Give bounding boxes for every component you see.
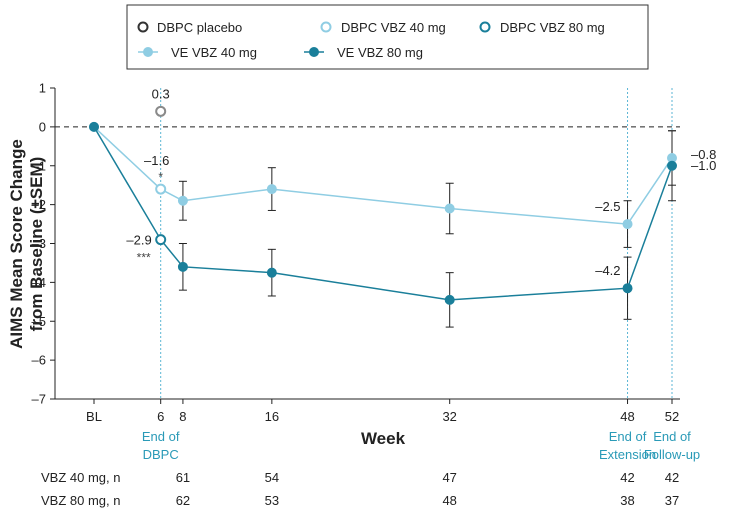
data-point [667, 160, 677, 171]
y-tick-label: –6 [32, 353, 46, 368]
y-tick-label: –4 [32, 275, 46, 290]
y-tick-label: –1 [32, 158, 46, 173]
table-row-label: VBZ 40 mg, n [41, 470, 120, 485]
data-point [622, 283, 633, 294]
phase-label: End of [653, 429, 691, 444]
y-tick-label: –2 [32, 197, 46, 212]
legend-marker-open [479, 21, 491, 33]
x-tick-label: 52 [665, 409, 679, 424]
series-line [93, 126, 673, 225]
data-point [266, 184, 277, 195]
y-tick-label: 1 [39, 81, 46, 96]
x-tick-label: 6 [157, 409, 164, 424]
data-point [89, 121, 99, 132]
y-tick-label: –5 [32, 314, 46, 329]
table-cell: 62 [176, 493, 190, 508]
legend-label: DBPC VBZ 80 mg [500, 20, 605, 35]
y-tick-label: 0 [39, 119, 46, 134]
data-label: 0.3 [152, 86, 170, 101]
legend-box [126, 4, 649, 70]
legend-label: DBPC VBZ 40 mg [341, 20, 446, 35]
legend-marker-open [137, 21, 149, 33]
x-tick-label: 8 [179, 409, 186, 424]
table-cell: 42 [665, 470, 679, 485]
phase-label: Follow-up [644, 447, 700, 462]
phase-label: End of [609, 429, 647, 444]
data-point [444, 203, 455, 214]
table-row-label: VBZ 80 mg, n [41, 493, 120, 508]
legend-label: VE VBZ 40 mg [171, 45, 257, 60]
x-tick-label: 32 [442, 409, 456, 424]
significance-marker: * [158, 170, 163, 184]
legend-marker-filled [143, 47, 153, 57]
table-cell: 53 [265, 493, 279, 508]
data-point [622, 219, 633, 230]
table-cell: 61 [176, 470, 190, 485]
legend-marker-filled [309, 47, 319, 57]
table-cell: 47 [442, 470, 456, 485]
significance-marker: *** [137, 251, 151, 265]
phase-label: End of [142, 429, 180, 444]
table-cell: 38 [620, 493, 634, 508]
data-point-open [155, 234, 167, 246]
x-axis-title: Week [361, 429, 406, 448]
table-cell: 54 [265, 470, 279, 485]
data-label: –1.0 [691, 158, 716, 173]
table-cell: 37 [665, 493, 679, 508]
data-point [444, 294, 455, 305]
data-label: –2.5 [595, 199, 620, 214]
y-axis-title: AIMS Mean Score Change [7, 139, 26, 349]
data-point-open [155, 183, 167, 195]
data-point [266, 267, 277, 278]
data-label: –2.9 [126, 233, 151, 248]
legend-label: VE VBZ 80 mg [337, 45, 423, 60]
x-tick-label: 48 [620, 409, 634, 424]
series-line [93, 126, 673, 301]
phase-label: Extension [599, 447, 656, 462]
y-tick-label: –7 [32, 392, 46, 407]
table-cell: 48 [442, 493, 456, 508]
y-tick-label: –3 [32, 236, 46, 251]
data-point [177, 195, 188, 206]
x-tick-label: 16 [265, 409, 279, 424]
y-axis-title: from Baseline (±SEM) [27, 157, 46, 332]
phase-label: DBPC [143, 447, 179, 462]
data-point [177, 261, 188, 272]
data-label: –0.8 [691, 147, 716, 162]
x-tick-label: BL [86, 409, 102, 424]
data-point-open [155, 105, 167, 117]
data-label: –4.2 [595, 263, 620, 278]
legend-marker-open [320, 21, 332, 33]
table-cell: 42 [620, 470, 634, 485]
legend-label: DBPC placebo [157, 20, 242, 35]
data-label: –1.6 [144, 153, 169, 168]
